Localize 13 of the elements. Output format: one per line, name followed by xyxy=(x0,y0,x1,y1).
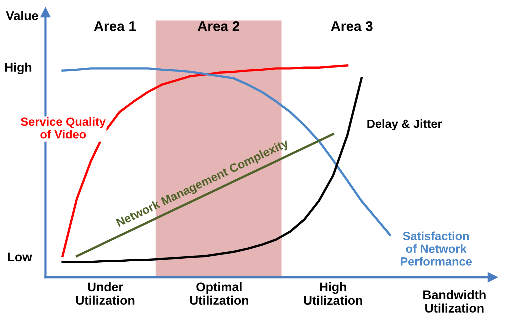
text: High xyxy=(5,62,32,75)
text: Area 1 xyxy=(94,22,136,32)
x-tick-label: Optimal Utilization xyxy=(190,282,248,306)
text: Low xyxy=(8,252,32,262)
text: Area 3 xyxy=(331,21,373,32)
y-axis-title: Value xyxy=(6,11,38,20)
x-tick-label: Under Utilization xyxy=(76,282,135,306)
series-label: Satisfaction of Network Performance xyxy=(401,232,472,266)
x-axis-title: Bandwidth Utilization xyxy=(424,290,486,313)
x-tick-label: High Utilization xyxy=(304,282,362,306)
series-label: Delay & Jitter xyxy=(368,120,442,131)
text: Area 2 xyxy=(198,21,240,32)
series-label: Service Quality of Video xyxy=(21,117,106,139)
